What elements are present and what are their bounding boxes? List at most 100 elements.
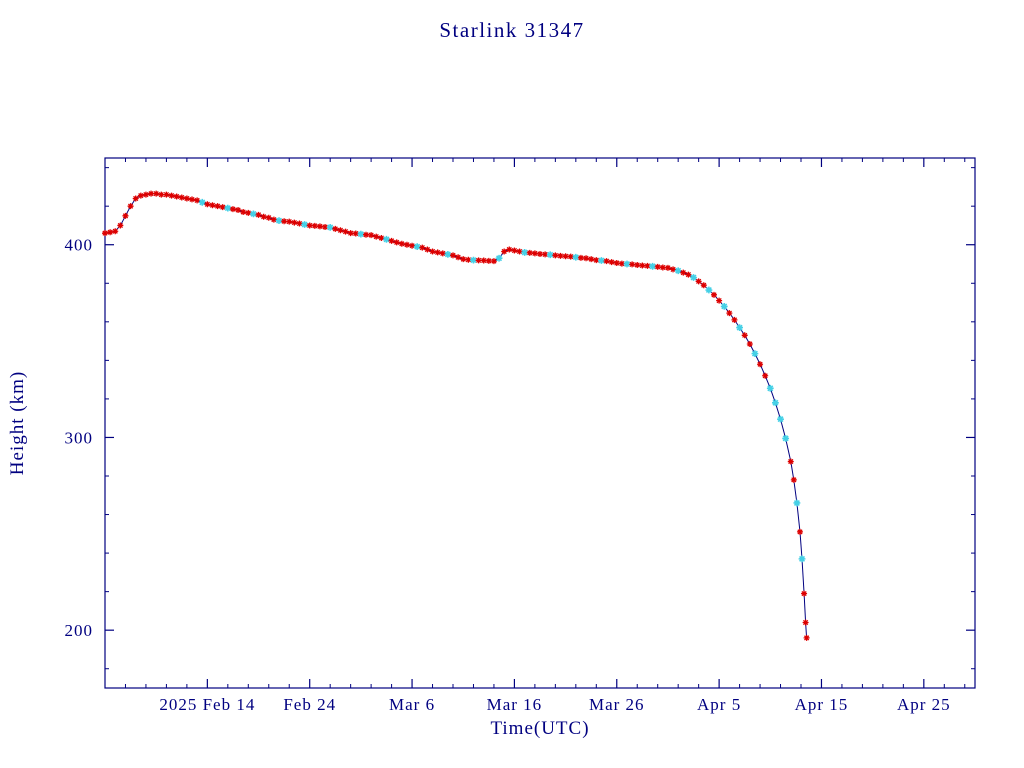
data-marker-red xyxy=(316,223,323,230)
x-tick-label-3: Mar 16 xyxy=(487,695,543,714)
data-marker-red xyxy=(741,332,748,339)
data-marker-red xyxy=(542,251,549,258)
data-marker-red xyxy=(117,222,124,229)
data-marker-red xyxy=(695,278,702,285)
y-axis-label: Height (km) xyxy=(7,370,28,476)
data-marker-red xyxy=(311,222,318,229)
x-tick-label-0: 2025 Feb 14 xyxy=(159,695,255,714)
x-tick-label-4: Mar 26 xyxy=(589,695,645,714)
data-marker-red xyxy=(726,310,733,317)
data-marker-red xyxy=(629,261,636,268)
data-marker-cyan xyxy=(224,204,232,212)
data-marker-cyan xyxy=(444,250,452,258)
data-marker-red xyxy=(178,194,185,201)
data-marker-red xyxy=(465,256,472,263)
data-marker-red xyxy=(700,282,707,289)
data-marker-red xyxy=(664,264,671,271)
data-marker-red xyxy=(107,229,114,236)
data-marker-red xyxy=(424,246,431,253)
data-marker-red xyxy=(801,590,808,597)
data-marker-red xyxy=(337,227,344,234)
data-marker-red xyxy=(322,223,329,230)
data-marker-red xyxy=(388,237,395,244)
data-marker-red xyxy=(680,269,687,276)
data-marker-red xyxy=(163,191,170,198)
data-marker-red xyxy=(731,316,738,323)
data-marker-red xyxy=(618,260,625,267)
data-marker-cyan xyxy=(674,267,682,275)
data-marker-red xyxy=(342,228,349,235)
data-marker-cyan xyxy=(301,221,308,228)
data-marker-red xyxy=(255,211,262,218)
data-marker-red xyxy=(659,264,666,271)
data-marker-red xyxy=(485,257,492,264)
data-marker-red xyxy=(194,197,201,204)
data-marker-red xyxy=(803,634,810,641)
data-marker-red xyxy=(148,190,155,197)
chart-title: Starlink 31347 xyxy=(439,18,585,42)
data-marker-red xyxy=(613,260,620,267)
data-marker-cyan xyxy=(326,223,334,231)
data-marker-red xyxy=(552,252,559,259)
data-marker-red xyxy=(557,252,564,259)
data-marker-red xyxy=(790,476,797,483)
data-marker-red xyxy=(796,528,803,535)
data-marker-cyan xyxy=(720,303,728,310)
data-marker-cyan xyxy=(798,555,806,563)
data-marker-red xyxy=(347,230,354,237)
data-marker-red xyxy=(670,266,677,273)
data-marker-red xyxy=(460,256,467,263)
data-marker-red xyxy=(639,262,646,269)
data-marker-red xyxy=(644,262,651,269)
data-marker-cyan xyxy=(623,260,631,268)
data-marker-red xyxy=(762,372,769,379)
data-marker-red xyxy=(685,271,692,278)
data-marker-red xyxy=(429,248,436,255)
data-marker-red xyxy=(153,190,160,197)
height-series-line xyxy=(104,193,808,638)
data-marker-red xyxy=(562,253,569,260)
data-marker-red xyxy=(501,248,508,255)
data-marker-red xyxy=(506,246,513,253)
data-marker-red xyxy=(526,249,533,256)
data-marker-red xyxy=(137,192,144,199)
data-marker-red xyxy=(173,193,180,200)
data-marker-cyan xyxy=(198,198,206,206)
data-marker-red xyxy=(127,203,134,210)
data-marker-red xyxy=(122,212,129,219)
x-tick-label-6: Apr 15 xyxy=(795,695,849,714)
data-marker-red xyxy=(183,195,190,202)
data-marker-red xyxy=(531,250,538,257)
data-marker-red xyxy=(746,340,753,347)
data-marker-cyan xyxy=(495,254,503,262)
data-marker-red xyxy=(189,196,195,203)
data-marker-cyan xyxy=(572,253,580,261)
data-marker-red xyxy=(603,258,610,265)
data-marker-red xyxy=(439,250,446,257)
data-marker-cyan xyxy=(793,499,801,507)
plot-frame xyxy=(104,157,976,689)
data-marker-red xyxy=(654,263,661,270)
data-marker-red xyxy=(286,218,293,225)
x-tick-label-1: Feb 24 xyxy=(283,695,336,714)
data-marker-red xyxy=(455,254,462,261)
data-marker-cyan xyxy=(736,324,743,331)
data-marker-red xyxy=(158,191,165,198)
data-marker-red xyxy=(567,253,574,260)
x-axis-label: Time(UTC) xyxy=(490,718,590,739)
data-marker-cyan xyxy=(777,415,784,423)
data-marker-red xyxy=(373,233,380,240)
data-marker-red xyxy=(398,240,405,247)
data-marker-red xyxy=(757,361,764,368)
data-marker-red xyxy=(434,249,441,256)
y-tick-label-2: 400 xyxy=(65,236,94,255)
data-marker-red xyxy=(142,191,149,198)
data-marker-cyan xyxy=(546,251,554,259)
data-marker-red xyxy=(306,222,313,229)
data-marker-red xyxy=(240,208,247,215)
data-marker-red xyxy=(209,202,216,209)
data-marker-cyan xyxy=(250,210,257,218)
data-marker-red xyxy=(475,257,482,264)
data-marker-red xyxy=(270,216,277,223)
